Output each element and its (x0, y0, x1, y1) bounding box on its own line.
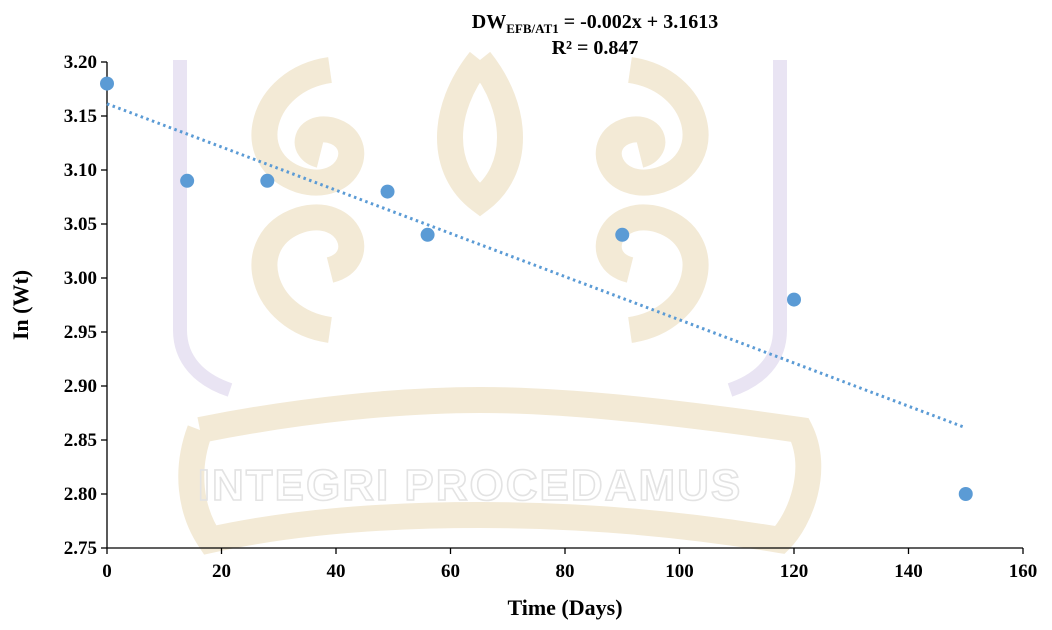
x-tick-label: 140 (894, 561, 923, 582)
x-tick-label: 40 (327, 561, 346, 582)
data-point (787, 292, 801, 307)
r-squared: R² = 0.847 (552, 37, 639, 59)
y-axis-ticks: 2.75 2.80 2.85 2.90 2.95 3.00 3.05 3.10 3.15 3.20 (64, 52, 107, 559)
y-tick-label: 3.00 (64, 268, 97, 289)
data-point (260, 173, 275, 188)
watermark-motto: INTEGRI PROCEDAMUS (198, 461, 742, 510)
y-tick-label: 3.15 (64, 106, 97, 127)
university-seal-watermark: INTEGRI PROCEDAMUS (173, 51, 822, 555)
x-tick-label: 60 (441, 561, 460, 582)
x-tick-label: 20 (212, 561, 231, 582)
x-tick-label: 80 (556, 561, 575, 582)
y-tick-label: 2.85 (64, 430, 97, 451)
data-point (100, 76, 114, 91)
linear-trendline (106, 102, 967, 430)
equation-prefix: DW (472, 11, 506, 33)
y-tick-label: 2.75 (64, 538, 97, 559)
data-point (615, 227, 630, 242)
trendline-equation: DWEFB/AT1 = -0.002x + 3.1613 (472, 11, 718, 36)
y-tick-label: 2.90 (64, 376, 97, 397)
x-tick-label: 120 (780, 561, 809, 582)
x-tick-label: 100 (665, 561, 694, 582)
equation-subscript: EFB/AT1 (506, 21, 559, 36)
x-tick-label: 160 (1009, 561, 1038, 582)
x-axis-ticks: 0 20 40 60 80 100 120 140 160 (102, 548, 1037, 582)
data-point (180, 173, 195, 188)
y-tick-label: 2.95 (64, 322, 97, 343)
y-tick-label: 3.10 (64, 160, 97, 181)
x-axis-title: Time (Days) (507, 595, 622, 620)
y-tick-label: 3.05 (64, 214, 97, 235)
equation-body: = -0.002x + 3.1613 (559, 11, 718, 33)
data-point (958, 487, 973, 501)
data-points (100, 76, 973, 501)
y-tick-label: 3.20 (64, 52, 97, 73)
data-point (420, 227, 435, 242)
y-tick-label: 2.80 (64, 484, 97, 505)
x-tick-label: 0 (102, 561, 112, 582)
data-point (380, 184, 395, 199)
y-axis-title: In (Wt) (8, 270, 33, 340)
